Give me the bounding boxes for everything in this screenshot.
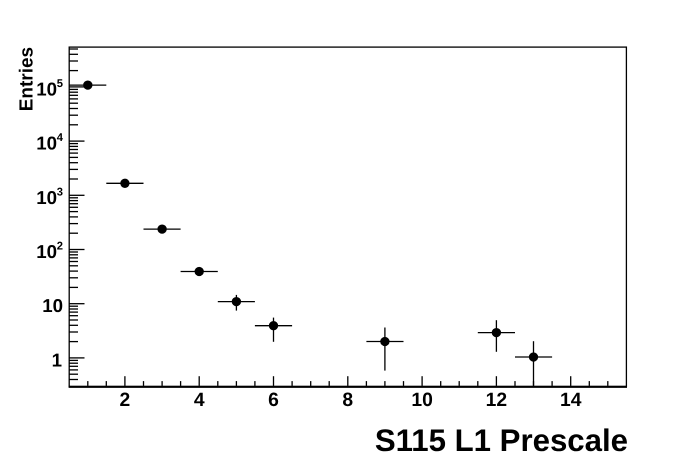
svg-text:10: 10: [42, 295, 63, 316]
svg-text:12: 12: [486, 390, 507, 411]
svg-text:10: 10: [36, 241, 57, 262]
svg-text:4: 4: [194, 390, 205, 411]
svg-text:10: 10: [36, 133, 57, 154]
svg-text:6: 6: [268, 390, 279, 411]
svg-text:5: 5: [57, 78, 63, 90]
svg-text:2: 2: [120, 390, 131, 411]
svg-text:1: 1: [52, 349, 62, 370]
svg-text:10: 10: [36, 187, 57, 208]
svg-text:8: 8: [342, 390, 353, 411]
svg-text:10: 10: [411, 390, 432, 411]
svg-text:4: 4: [57, 132, 64, 144]
svg-text:Entries: Entries: [17, 47, 38, 111]
svg-text:S115 L1 Prescale: S115 L1 Prescale: [375, 423, 628, 458]
svg-text:10: 10: [36, 78, 57, 99]
svg-text:14: 14: [560, 390, 582, 411]
svg-text:3: 3: [57, 186, 63, 198]
svg-text:2: 2: [57, 241, 63, 253]
